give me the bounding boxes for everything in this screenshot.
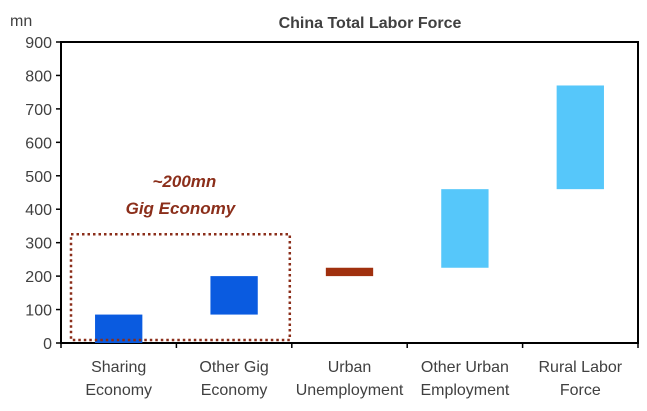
y-tick-label: 900 (25, 35, 52, 52)
y-tick-label: 500 (25, 169, 52, 186)
y-tick-label: 600 (25, 135, 52, 152)
annotation-label: ~200mn (153, 172, 217, 191)
y-tick-label: 400 (25, 202, 52, 219)
annotation-label: Gig Economy (126, 199, 237, 218)
y-tick-label: 800 (25, 68, 52, 85)
y-axis-unit-label: mn (10, 13, 32, 30)
x-category-label: Sharing Economy (85, 359, 152, 399)
gig-economy-box (69, 233, 292, 342)
y-tick-label: 700 (25, 102, 52, 119)
plot-area-frame (60, 41, 639, 344)
bar (210, 276, 258, 315)
x-category-label: Other Gig Economy (199, 359, 268, 399)
bar (556, 85, 604, 190)
y-tick-label: 300 (25, 236, 52, 253)
x-category-label: Urban Unemployment (296, 359, 404, 399)
chart-title: China Total Labor Force (279, 15, 462, 32)
bar (441, 189, 489, 268)
y-tick-label: 0 (43, 336, 52, 353)
x-category-label: Rural Labor Force (538, 359, 622, 399)
y-tick-label: 200 (25, 269, 52, 286)
y-tick-label: 100 (25, 303, 52, 320)
bar (95, 314, 143, 343)
bar (325, 267, 374, 277)
x-category-label: Other Urban Employment (420, 359, 509, 399)
